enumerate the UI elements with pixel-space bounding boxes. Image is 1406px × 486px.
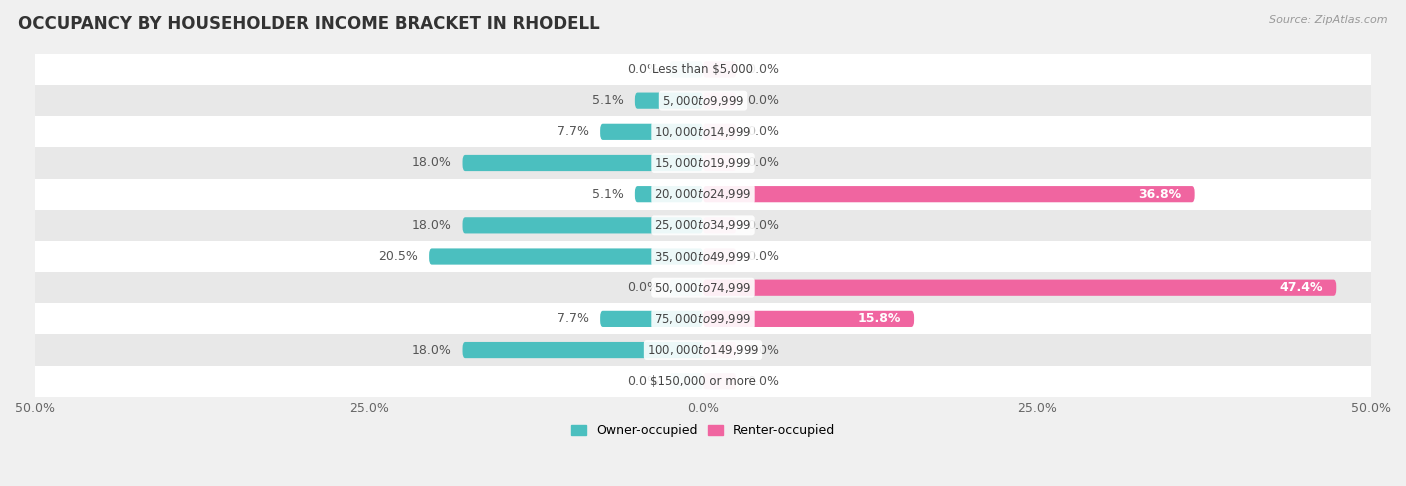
Legend: Owner-occupied, Renter-occupied: Owner-occupied, Renter-occupied	[567, 419, 839, 442]
Text: 18.0%: 18.0%	[412, 156, 451, 170]
Text: 20.5%: 20.5%	[378, 250, 419, 263]
Text: $20,000 to $24,999: $20,000 to $24,999	[654, 187, 752, 201]
Text: $10,000 to $14,999: $10,000 to $14,999	[654, 125, 752, 139]
FancyBboxPatch shape	[463, 342, 703, 358]
FancyBboxPatch shape	[669, 61, 703, 78]
Text: 0.0%: 0.0%	[747, 219, 779, 232]
Bar	[35, 147, 1371, 178]
Bar	[35, 241, 1371, 272]
FancyBboxPatch shape	[703, 217, 737, 233]
Text: $25,000 to $34,999: $25,000 to $34,999	[654, 218, 752, 232]
Text: 0.0%: 0.0%	[747, 156, 779, 170]
FancyBboxPatch shape	[703, 342, 737, 358]
Text: 15.8%: 15.8%	[858, 312, 901, 325]
FancyBboxPatch shape	[703, 248, 737, 265]
Text: $5,000 to $9,999: $5,000 to $9,999	[662, 94, 744, 107]
Text: 5.1%: 5.1%	[592, 188, 624, 201]
Text: 0.0%: 0.0%	[747, 94, 779, 107]
FancyBboxPatch shape	[703, 61, 737, 78]
Text: $50,000 to $74,999: $50,000 to $74,999	[654, 281, 752, 295]
Text: $15,000 to $19,999: $15,000 to $19,999	[654, 156, 752, 170]
Text: 0.0%: 0.0%	[747, 375, 779, 388]
Text: 36.8%: 36.8%	[1139, 188, 1181, 201]
Text: $100,000 to $149,999: $100,000 to $149,999	[647, 343, 759, 357]
Text: 0.0%: 0.0%	[747, 63, 779, 76]
Bar	[35, 54, 1371, 85]
Bar	[35, 365, 1371, 397]
Text: 5.1%: 5.1%	[592, 94, 624, 107]
Text: $150,000 or more: $150,000 or more	[650, 375, 756, 388]
Text: OCCUPANCY BY HOUSEHOLDER INCOME BRACKET IN RHODELL: OCCUPANCY BY HOUSEHOLDER INCOME BRACKET …	[18, 15, 600, 33]
Text: 0.0%: 0.0%	[747, 125, 779, 139]
Text: 47.4%: 47.4%	[1279, 281, 1323, 294]
Bar	[35, 85, 1371, 116]
Text: Less than $5,000: Less than $5,000	[652, 63, 754, 76]
Text: 0.0%: 0.0%	[627, 281, 659, 294]
Text: Source: ZipAtlas.com: Source: ZipAtlas.com	[1270, 15, 1388, 25]
FancyBboxPatch shape	[703, 186, 1195, 202]
Bar	[35, 178, 1371, 210]
Text: 7.7%: 7.7%	[557, 125, 589, 139]
Text: 0.0%: 0.0%	[627, 63, 659, 76]
FancyBboxPatch shape	[600, 311, 703, 327]
FancyBboxPatch shape	[463, 155, 703, 171]
FancyBboxPatch shape	[703, 92, 737, 109]
FancyBboxPatch shape	[703, 279, 1336, 296]
Text: 18.0%: 18.0%	[412, 344, 451, 357]
Text: $75,000 to $99,999: $75,000 to $99,999	[654, 312, 752, 326]
Bar	[35, 334, 1371, 365]
Bar	[35, 303, 1371, 334]
Text: 18.0%: 18.0%	[412, 219, 451, 232]
FancyBboxPatch shape	[703, 373, 737, 389]
FancyBboxPatch shape	[636, 92, 703, 109]
Text: 0.0%: 0.0%	[747, 344, 779, 357]
Text: 7.7%: 7.7%	[557, 312, 589, 325]
Text: 0.0%: 0.0%	[747, 250, 779, 263]
FancyBboxPatch shape	[669, 373, 703, 389]
FancyBboxPatch shape	[636, 186, 703, 202]
Bar	[35, 272, 1371, 303]
Bar	[35, 116, 1371, 147]
FancyBboxPatch shape	[669, 279, 703, 296]
FancyBboxPatch shape	[703, 155, 737, 171]
FancyBboxPatch shape	[600, 124, 703, 140]
FancyBboxPatch shape	[703, 311, 914, 327]
FancyBboxPatch shape	[463, 217, 703, 233]
FancyBboxPatch shape	[703, 124, 737, 140]
Text: 0.0%: 0.0%	[627, 375, 659, 388]
Bar	[35, 210, 1371, 241]
Text: $35,000 to $49,999: $35,000 to $49,999	[654, 249, 752, 263]
FancyBboxPatch shape	[429, 248, 703, 265]
